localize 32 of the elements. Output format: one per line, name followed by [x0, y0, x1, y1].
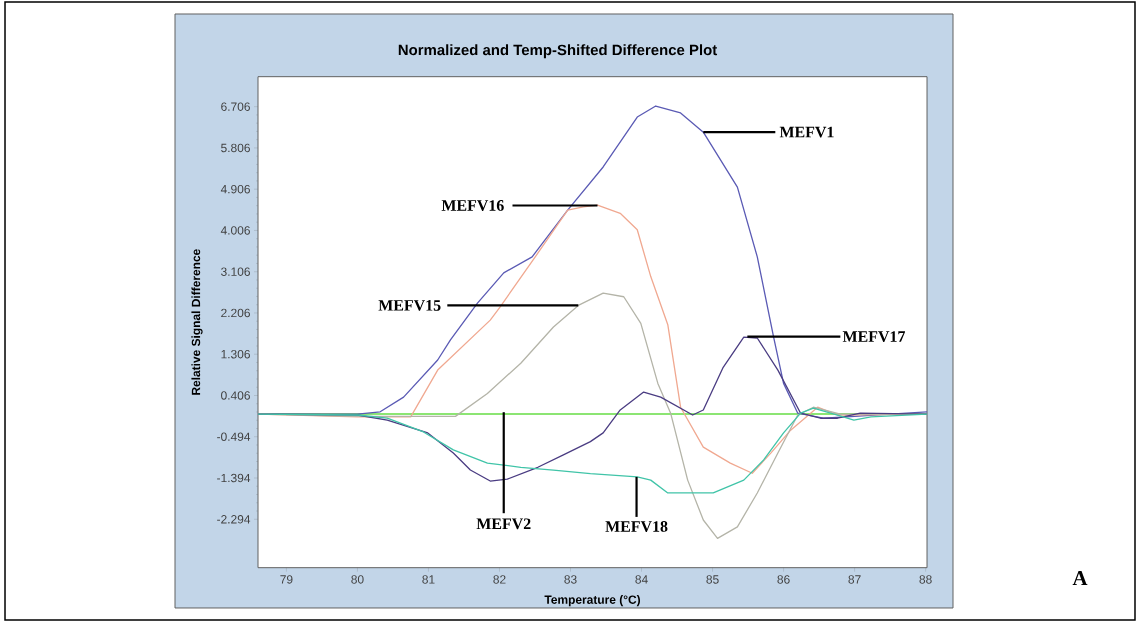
x-tick-label: 81: [422, 575, 435, 584]
y-tick-label: 1.306: [221, 350, 250, 359]
annotation: MEFV1: [779, 126, 834, 138]
annotation: MEFV17: [842, 331, 906, 342]
y-tick-label: 6.706: [221, 102, 250, 111]
annotation: MEFV15: [378, 300, 441, 311]
y-tick-label: -0.494: [217, 432, 251, 441]
x-tick-label: 85: [706, 575, 719, 584]
text: A: [1072, 571, 1088, 585]
y-axis-title: Relative Signal Difference: [191, 249, 203, 395]
x-axis-title: Temperature (°C): [544, 595, 641, 607]
y-tick-label: 0.406: [221, 391, 250, 400]
y-tick-label: 4.006: [220, 226, 250, 235]
y-tick-label: 4.906: [220, 184, 250, 194]
x-tick-label: 87: [848, 575, 861, 584]
y-tick-label: 2.206: [221, 308, 250, 318]
annotation: MEFV2: [476, 518, 531, 530]
x-tick-label: 80: [351, 575, 364, 584]
line-series: [257, 407, 928, 494]
x-tick-label: 84: [635, 575, 648, 584]
x-tick-label: 86: [777, 575, 790, 584]
y-tick-label: -2.294: [217, 515, 251, 524]
x-tick-label: 83: [564, 575, 577, 584]
y-tick-label: 5.806: [221, 143, 250, 153]
x-tick-label: 82: [493, 575, 506, 584]
annotation: MEFV18: [605, 521, 668, 532]
annotation: MEFV16: [441, 200, 504, 211]
x-tick-label: 79: [280, 575, 293, 584]
chart-title: Normalized and Temp-Shifted Difference Plot: [398, 44, 718, 59]
x-tick-label: 88: [919, 575, 932, 584]
y-tick-label: -1.394: [217, 473, 251, 483]
y-tick-label: 3.106: [221, 267, 250, 276]
